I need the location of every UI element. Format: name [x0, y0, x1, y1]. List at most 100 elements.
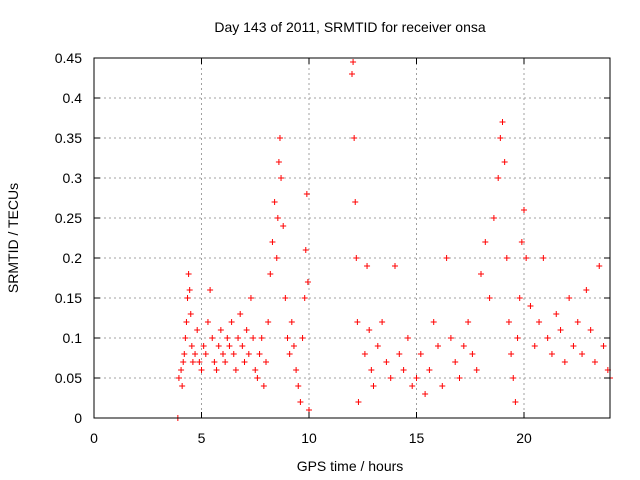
data-point [553, 311, 560, 317]
data-point [222, 359, 229, 365]
data-point [548, 351, 555, 357]
data-point [521, 207, 527, 213]
data-point [370, 383, 377, 389]
data-point [409, 383, 416, 389]
data-point [413, 375, 420, 381]
data-point [443, 255, 450, 261]
data-point [189, 359, 196, 365]
data-point [512, 399, 519, 405]
data-point [510, 375, 517, 381]
x-tick-label: 15 [409, 430, 425, 446]
y-tick-label: 0.25 [55, 210, 82, 226]
data-point [579, 351, 586, 357]
data-point [531, 343, 538, 349]
data-point [213, 367, 220, 373]
data-point [396, 351, 403, 357]
data-point [303, 191, 310, 197]
data-point [514, 335, 521, 341]
data-point [256, 351, 263, 357]
data-point [202, 351, 209, 357]
data-point [183, 319, 190, 325]
data-point [430, 319, 437, 325]
plot-frame [93, 57, 611, 419]
data-point [250, 335, 257, 341]
data-point [392, 263, 398, 269]
data-point [175, 375, 182, 381]
data-point [274, 215, 281, 221]
data-point [508, 351, 515, 357]
data-point [439, 383, 446, 389]
data-point [495, 175, 502, 181]
data-point [273, 255, 280, 261]
y-tick-label: 0 [74, 410, 82, 426]
data-point [361, 351, 368, 357]
data-point [435, 343, 441, 349]
data-point [426, 367, 433, 373]
data-point [226, 343, 233, 349]
data-point [596, 263, 603, 269]
data-point [591, 359, 598, 365]
data-point [295, 383, 302, 389]
data-point [570, 343, 577, 349]
data-point [280, 223, 287, 229]
x-tick-label: 20 [516, 430, 532, 446]
data-point [352, 199, 359, 205]
data-point [245, 351, 252, 357]
data-point [574, 319, 581, 325]
y-tick-label: 0.3 [63, 170, 83, 186]
data-point [179, 383, 186, 389]
data-point [184, 295, 191, 301]
data-point [354, 319, 361, 325]
data-point [353, 255, 360, 261]
data-point [540, 255, 547, 261]
data-points [174, 59, 613, 421]
data-point [478, 271, 484, 277]
data-point [258, 335, 265, 341]
data-point [269, 239, 276, 245]
data-point [198, 367, 205, 373]
data-point [276, 135, 283, 141]
data-point [516, 295, 523, 301]
data-point [243, 327, 250, 333]
data-point [247, 295, 254, 301]
data-point [260, 383, 267, 389]
data-point [583, 287, 590, 293]
data-point [304, 279, 311, 285]
data-point [186, 287, 193, 293]
data-point [350, 59, 357, 65]
grid-lines [94, 58, 610, 418]
data-point [181, 351, 188, 357]
data-point [383, 359, 390, 365]
data-point [501, 159, 508, 165]
data-point [211, 359, 218, 365]
data-point [505, 319, 512, 325]
data-point [387, 375, 394, 381]
data-point [456, 375, 463, 381]
data-point [235, 335, 242, 341]
y-tick-label: 0.2 [63, 250, 83, 266]
data-point [566, 295, 573, 301]
y-axis-ticks: 0 0.05 0.1 0.15 0.2 0.25 0.3 0.35 0.4 0.45 [55, 50, 610, 426]
data-point [237, 311, 244, 317]
y-tick-label: 0.15 [55, 290, 82, 306]
data-point [293, 367, 300, 373]
data-point [271, 199, 278, 205]
data-point [267, 271, 274, 277]
data-point [351, 135, 358, 141]
data-point [460, 343, 467, 349]
data-point [364, 263, 371, 269]
data-point [366, 327, 373, 333]
data-point [368, 367, 375, 373]
data-point [241, 359, 248, 365]
data-point [192, 351, 199, 357]
data-point [196, 359, 203, 365]
y-tick-label: 0.45 [55, 50, 82, 66]
data-point [188, 343, 195, 349]
data-point [447, 335, 454, 341]
x-axis-label: GPS time / hours [297, 458, 404, 474]
data-point [544, 335, 551, 341]
data-point [282, 295, 289, 301]
data-point [301, 295, 308, 301]
data-point [297, 399, 304, 405]
